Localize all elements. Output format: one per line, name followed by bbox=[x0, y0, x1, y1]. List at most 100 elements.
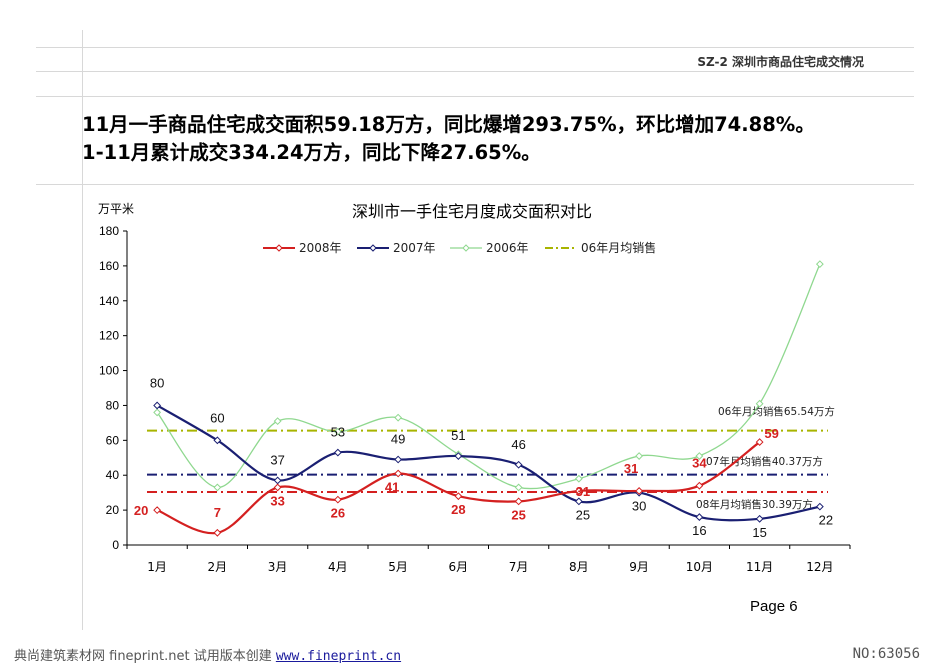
data-label: 59 bbox=[764, 426, 778, 441]
legend-marker bbox=[369, 244, 377, 252]
data-point-marker bbox=[153, 401, 162, 410]
data-label: 20 bbox=[134, 503, 148, 518]
data-point-marker bbox=[454, 452, 463, 460]
legend-label: 2006年 bbox=[486, 241, 529, 255]
legend-marker bbox=[275, 244, 283, 252]
y-tick-label: 0 bbox=[112, 538, 119, 552]
data-point-marker bbox=[514, 460, 523, 469]
x-tick-label: 5月 bbox=[388, 560, 408, 574]
chart-axes: 0 20 40 60 80 100 120 140 160 180 1月 2月 3月 4月 5月 6月 7月 8月… bbox=[99, 224, 851, 574]
data-point-marker bbox=[273, 483, 282, 492]
data-point-marker bbox=[213, 528, 222, 537]
y-tick-label: 140 bbox=[99, 294, 119, 308]
data-label: 28 bbox=[451, 502, 465, 517]
data-point-marker bbox=[514, 483, 523, 492]
data-label: 25 bbox=[511, 507, 525, 522]
page-number: Page 6 bbox=[750, 598, 798, 615]
y-tick-label: 180 bbox=[99, 224, 119, 238]
x-tick-label: 6月 bbox=[449, 560, 469, 574]
y-tick-label: 100 bbox=[99, 364, 119, 378]
data-point-marker bbox=[815, 502, 824, 511]
x-tick-label: 8月 bbox=[569, 560, 589, 574]
data-label: 60 bbox=[210, 410, 224, 425]
data-point-marker bbox=[153, 506, 162, 515]
x-tick-label: 2月 bbox=[208, 560, 228, 574]
data-label: 80 bbox=[150, 375, 164, 390]
watermark-left-text: 典尚建筑素材网 fineprint.net 试用版本创建 bbox=[14, 649, 272, 664]
y-axis-label: 万平米 bbox=[98, 202, 134, 216]
headline-line-1: 11月一手商品住宅成交面积59.18万方，同比爆增293.75%，环比增加74.… bbox=[82, 113, 815, 136]
x-tick-label: 10月 bbox=[686, 560, 713, 574]
series-line bbox=[156, 263, 821, 490]
data-point-marker bbox=[695, 481, 704, 490]
section-title: SZ-2 深圳市商品住宅成交情况 bbox=[697, 55, 864, 69]
data-label: 53 bbox=[331, 425, 345, 440]
x-tick-label: 3月 bbox=[268, 560, 288, 574]
watermark-link[interactable]: www.fineprint.cn bbox=[275, 649, 402, 664]
data-point-marker bbox=[394, 413, 403, 422]
data-label: 51 bbox=[451, 428, 465, 443]
headline: 11月一手商品住宅成交面积59.18万方，同比爆增293.75%，环比增加74.… bbox=[82, 111, 815, 167]
data-label: 46 bbox=[511, 437, 525, 452]
y-tick-label: 120 bbox=[99, 329, 119, 343]
y-tick-label: 60 bbox=[106, 433, 120, 447]
y-tick-label: 160 bbox=[99, 259, 119, 273]
y-tick-label: 20 bbox=[106, 503, 120, 517]
data-point-marker bbox=[394, 455, 403, 464]
left-guide-line bbox=[82, 30, 83, 630]
series-layer bbox=[153, 260, 824, 537]
data-point-marker bbox=[333, 495, 342, 504]
data-point-marker bbox=[394, 469, 403, 478]
x-tick-label: 9月 bbox=[629, 560, 649, 574]
data-label: 7 bbox=[214, 505, 221, 520]
data-label: 16 bbox=[692, 523, 706, 538]
data-point-marker bbox=[213, 436, 222, 445]
chart-guide-line bbox=[36, 184, 914, 185]
data-label: 31 bbox=[576, 484, 590, 499]
x-tick-label: 1月 bbox=[147, 560, 167, 574]
data-point-marker bbox=[755, 438, 764, 446]
data-point-marker bbox=[755, 514, 764, 523]
data-label: 49 bbox=[391, 432, 405, 447]
data-point-marker bbox=[695, 513, 704, 521]
y-tick-label: 40 bbox=[106, 468, 120, 482]
watermark-left: 典尚建筑素材网 fineprint.net 试用版本创建 www.finepri… bbox=[14, 645, 401, 664]
data-label: 37 bbox=[270, 452, 284, 467]
legend-label: 06年月均销售 bbox=[581, 240, 656, 255]
data-point-marker bbox=[635, 452, 644, 460]
data-point-marker bbox=[273, 476, 282, 485]
data-point-marker bbox=[574, 487, 583, 495]
top-guide-line bbox=[36, 47, 914, 48]
average-line-label: 08年月均销售30.39万方 bbox=[696, 498, 813, 511]
x-tick-label: 7月 bbox=[509, 560, 529, 574]
data-labels: 80 60 37 53 49 51 46 25 30 16 15 22 20 7 33 26 41 28 25 31 3… bbox=[134, 375, 833, 539]
data-label: 41 bbox=[385, 479, 399, 494]
data-point-marker bbox=[755, 399, 764, 408]
x-tick-label: 12月 bbox=[806, 560, 833, 574]
data-point-marker bbox=[333, 448, 342, 457]
data-point-marker bbox=[213, 483, 222, 492]
legend-label: 2008年 bbox=[299, 241, 342, 255]
legend-label: 2007年 bbox=[393, 241, 436, 255]
data-label: 34 bbox=[692, 456, 707, 471]
data-point-marker bbox=[695, 452, 704, 460]
y-tick-label: 80 bbox=[106, 398, 120, 412]
legend: 2008年 2007年 2006年 06年月均销售 bbox=[263, 240, 656, 255]
data-point-marker bbox=[514, 497, 523, 506]
data-label: 30 bbox=[632, 499, 646, 514]
data-label: 33 bbox=[270, 493, 284, 508]
watermark-right: NO:63056 bbox=[852, 646, 920, 662]
data-label: 22 bbox=[819, 513, 833, 528]
data-point-marker bbox=[815, 260, 824, 269]
average-lines: 06年月均销售65.54万方 07年月均销售40.37万方 08年月均销售30.39… bbox=[147, 405, 835, 511]
data-label: 26 bbox=[331, 506, 345, 521]
data-point-marker bbox=[333, 427, 342, 436]
data-point-marker bbox=[454, 492, 463, 501]
data-point-marker bbox=[574, 497, 583, 506]
headline-line-2: 1-11月累计成交334.24万方，同比下降27.65%。 bbox=[82, 141, 541, 164]
data-label: 25 bbox=[576, 507, 590, 522]
body-guide-line bbox=[36, 96, 914, 97]
data-point-marker bbox=[635, 487, 644, 495]
series-line bbox=[156, 441, 761, 535]
data-point-marker bbox=[574, 474, 583, 483]
